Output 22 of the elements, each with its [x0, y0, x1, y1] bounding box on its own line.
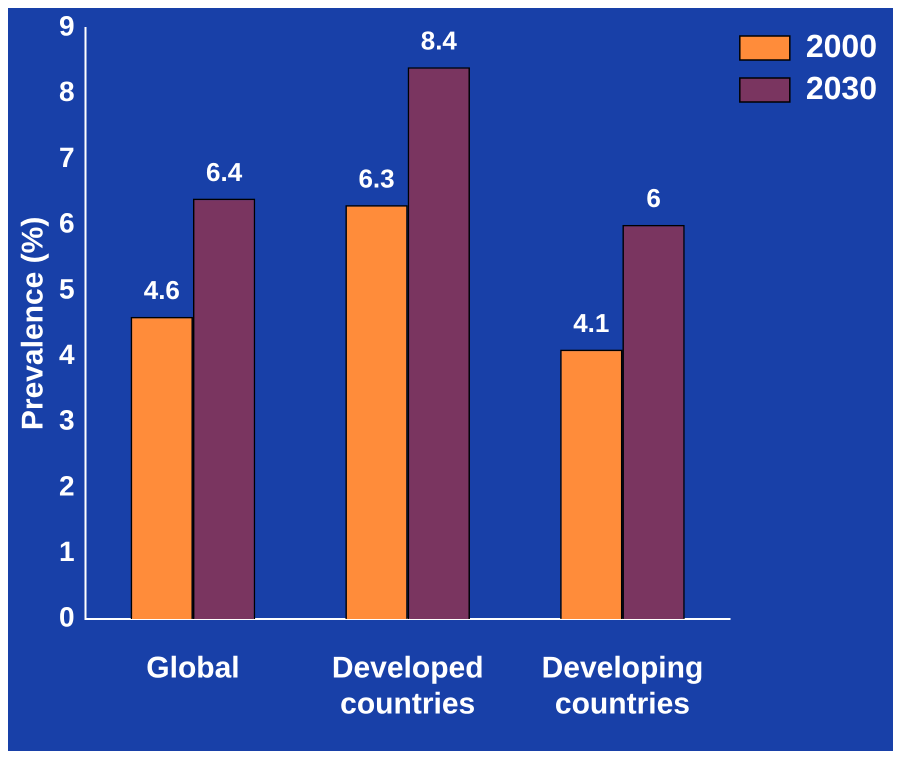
data-label: 6: [646, 183, 661, 214]
legend-label: 2030: [806, 70, 877, 106]
legend-label: 2000: [806, 28, 877, 64]
y-tick-label: 1: [58, 536, 75, 568]
x-tick-label: Developed countries: [332, 651, 484, 720]
x-tick-label: Global: [146, 651, 240, 684]
y-tick-label: 5: [58, 273, 75, 304]
y-tick-label: 7: [58, 142, 75, 173]
data-label: 6.3: [358, 163, 395, 194]
y-tick-label: 0: [58, 602, 75, 633]
y-tick-label: 4: [58, 338, 75, 370]
y-tick-label: 9: [58, 10, 75, 42]
y-tick-label: 2: [58, 470, 75, 502]
y-tick-label: 3: [58, 404, 75, 436]
data-label: 4.6: [144, 275, 180, 306]
data-label: 8.4: [420, 25, 458, 56]
y-tick-label: 6: [58, 208, 75, 239]
y-tick-label: 8: [58, 76, 75, 108]
data-label: 6.4: [206, 156, 243, 187]
data-label: 4.1: [573, 308, 610, 338]
y-axis-title: Prevalence (%): [16, 216, 50, 430]
x-tick-label: Developing countries: [542, 651, 704, 720]
